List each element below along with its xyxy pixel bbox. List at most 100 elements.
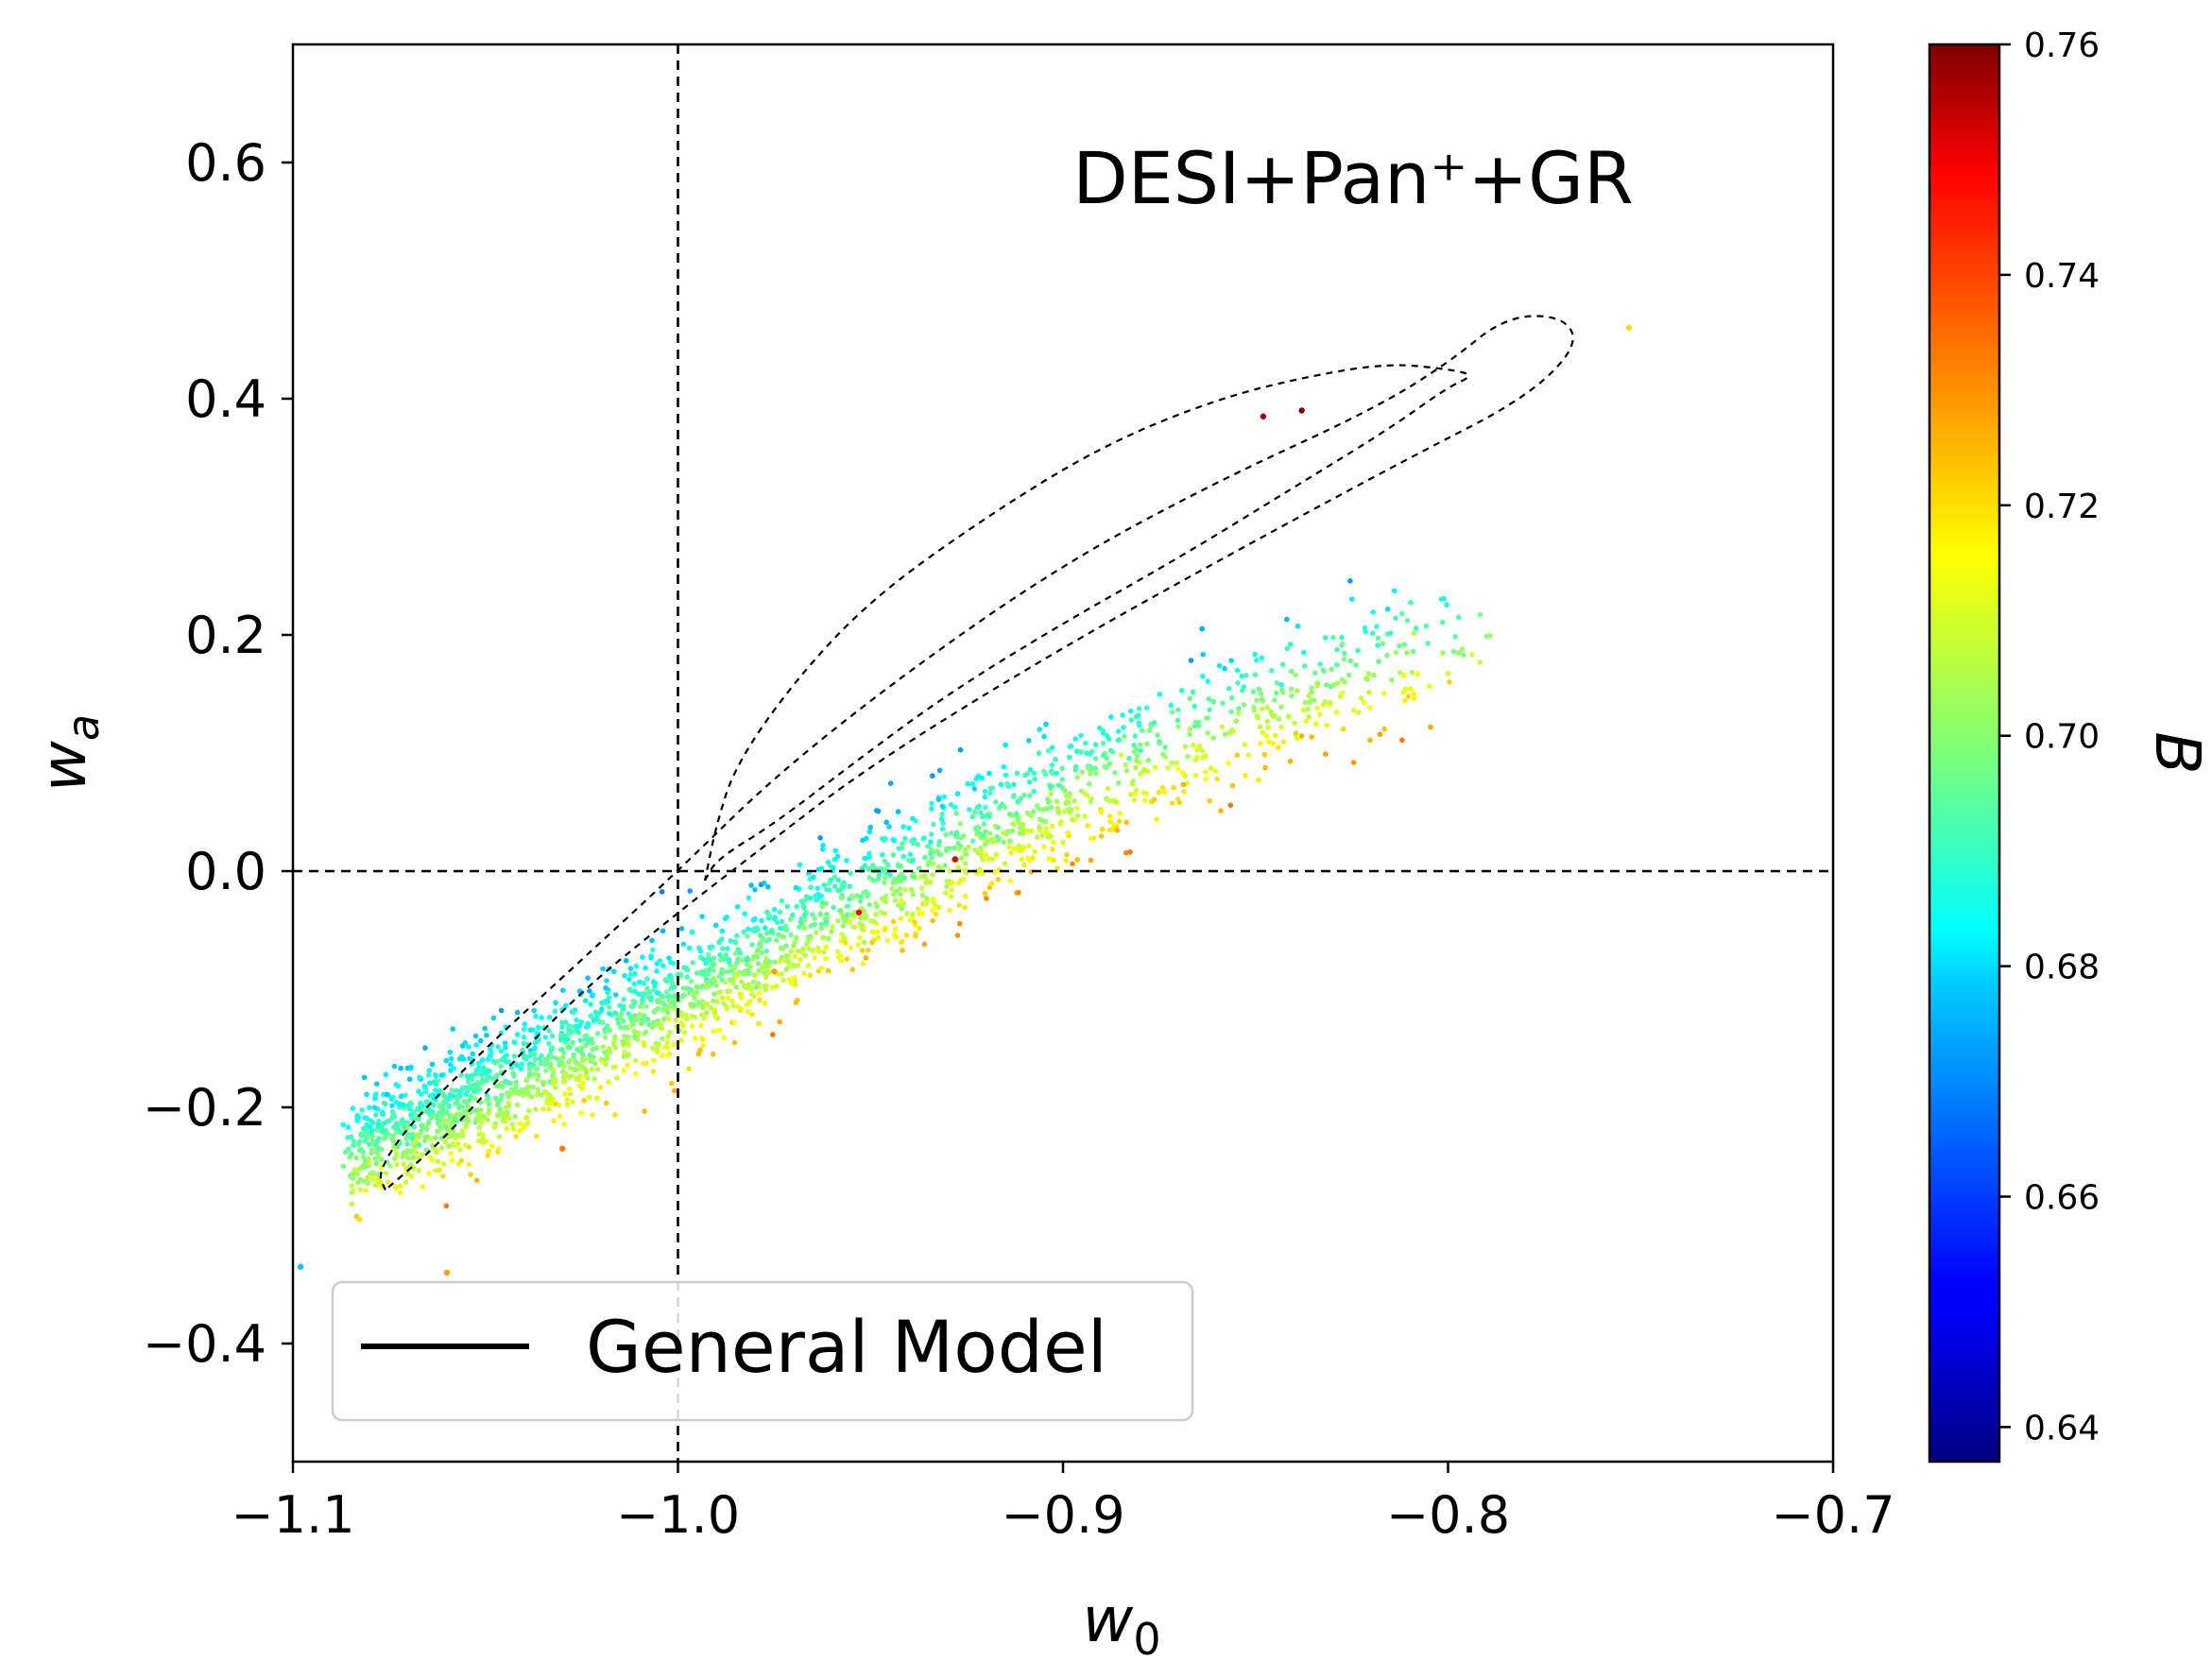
scatter-point <box>357 1187 363 1192</box>
scatter-point <box>731 965 737 971</box>
scatter-point <box>360 1162 367 1169</box>
scatter-point <box>506 1100 511 1105</box>
x-axis-label: w0 <box>1082 1584 1160 1665</box>
scatter-point <box>1285 713 1292 719</box>
scatter-point <box>575 1030 582 1036</box>
scatter-point <box>1123 762 1129 768</box>
scatter-point <box>431 1095 437 1102</box>
scatter-point <box>537 1055 543 1062</box>
scatter-point <box>356 1139 363 1144</box>
scatter-point <box>578 1110 584 1116</box>
scatter-point <box>930 861 936 866</box>
scatter-point <box>691 1002 697 1009</box>
scatter-point <box>446 1103 453 1109</box>
scatter-point <box>640 1060 646 1067</box>
scatter-point <box>1346 672 1352 678</box>
scatter-point <box>866 850 872 857</box>
scatter-point <box>866 829 873 835</box>
scatter-point <box>1312 721 1319 727</box>
scatter-point <box>1371 672 1377 678</box>
scatter-point <box>378 1156 385 1163</box>
scatter-point <box>912 919 917 925</box>
scatter-point <box>1309 734 1314 740</box>
scatter-point <box>984 896 989 901</box>
scatter-point <box>1136 706 1142 711</box>
scatter-point <box>1138 747 1143 754</box>
scatter-point <box>955 865 961 871</box>
scatter-point <box>1330 635 1336 641</box>
scatter-point <box>485 1153 491 1158</box>
scatter-point <box>1104 755 1109 762</box>
scatter-point <box>1037 727 1043 732</box>
scatter-point <box>788 980 795 986</box>
y-axis-label-main: w <box>27 740 100 792</box>
scatter-point <box>837 953 844 959</box>
scatter-point <box>697 985 704 990</box>
scatter-point <box>1314 682 1320 689</box>
scatter-point <box>404 1141 410 1147</box>
scatter-point <box>1205 678 1210 684</box>
scatter-point <box>574 1047 580 1053</box>
scatter-point <box>1055 865 1060 871</box>
scatter-point <box>806 933 812 940</box>
scatter-point <box>1009 828 1016 834</box>
reference-lines <box>293 44 1833 1462</box>
scatter-point <box>886 824 892 830</box>
scatter-point <box>1288 686 1295 693</box>
scatter-point <box>374 1081 380 1087</box>
scatter-point <box>363 1188 369 1193</box>
scatter-point <box>1042 830 1049 836</box>
scatter-point <box>1362 625 1368 631</box>
scatter-point <box>1092 742 1099 747</box>
scatter-point <box>1029 828 1035 834</box>
scatter-point <box>659 889 665 895</box>
scatter-point <box>1397 642 1402 649</box>
scatter-point <box>1078 732 1084 739</box>
scatter-point <box>514 1102 521 1108</box>
scatter-point <box>700 1043 706 1049</box>
scatter-point <box>1272 732 1278 739</box>
scatter-point <box>532 1045 538 1051</box>
scatter-point <box>1152 764 1158 770</box>
scatter-point <box>1210 735 1216 741</box>
scatter-point <box>629 1019 635 1024</box>
scatter-point <box>892 898 899 903</box>
scatter-point <box>1132 791 1138 796</box>
scatter-point <box>678 1037 684 1043</box>
scatter-point <box>484 1077 489 1084</box>
scatter-point <box>898 891 903 898</box>
scatter-point <box>429 1142 436 1148</box>
scatter-point <box>587 988 592 994</box>
scatter-point <box>463 1123 470 1130</box>
scatter-point <box>808 923 814 929</box>
scatter-point <box>876 876 882 882</box>
scatter-point <box>1127 708 1134 714</box>
scatter-point <box>408 1064 414 1070</box>
scatter-point <box>921 835 927 841</box>
scatter-point <box>463 1142 469 1148</box>
scatter-point <box>974 831 980 837</box>
scatter-point <box>1361 699 1367 706</box>
scatter-point <box>711 998 716 1004</box>
scatter-point <box>623 958 629 964</box>
scatter-point <box>706 955 712 962</box>
scatter-point <box>1411 695 1417 702</box>
scatter-point <box>1175 707 1181 713</box>
scatter-point <box>1107 818 1113 825</box>
scatter-point <box>1203 769 1209 775</box>
scatter-point <box>1171 784 1176 791</box>
scatter-point <box>986 770 992 777</box>
scatter-point <box>564 1097 571 1103</box>
scatter-point <box>464 1117 471 1123</box>
scatter-point <box>1110 827 1116 832</box>
scatter-point <box>566 1086 573 1092</box>
scatter-point <box>698 1022 704 1029</box>
scatter-point <box>788 932 794 937</box>
scatter-point <box>1092 756 1099 762</box>
scatter-point <box>1086 781 1092 787</box>
scatter-point <box>559 1145 566 1152</box>
scatter-point <box>549 1033 556 1039</box>
scatter-point <box>854 893 860 899</box>
scatter-point <box>650 1045 656 1052</box>
scatter-point <box>466 1161 472 1168</box>
